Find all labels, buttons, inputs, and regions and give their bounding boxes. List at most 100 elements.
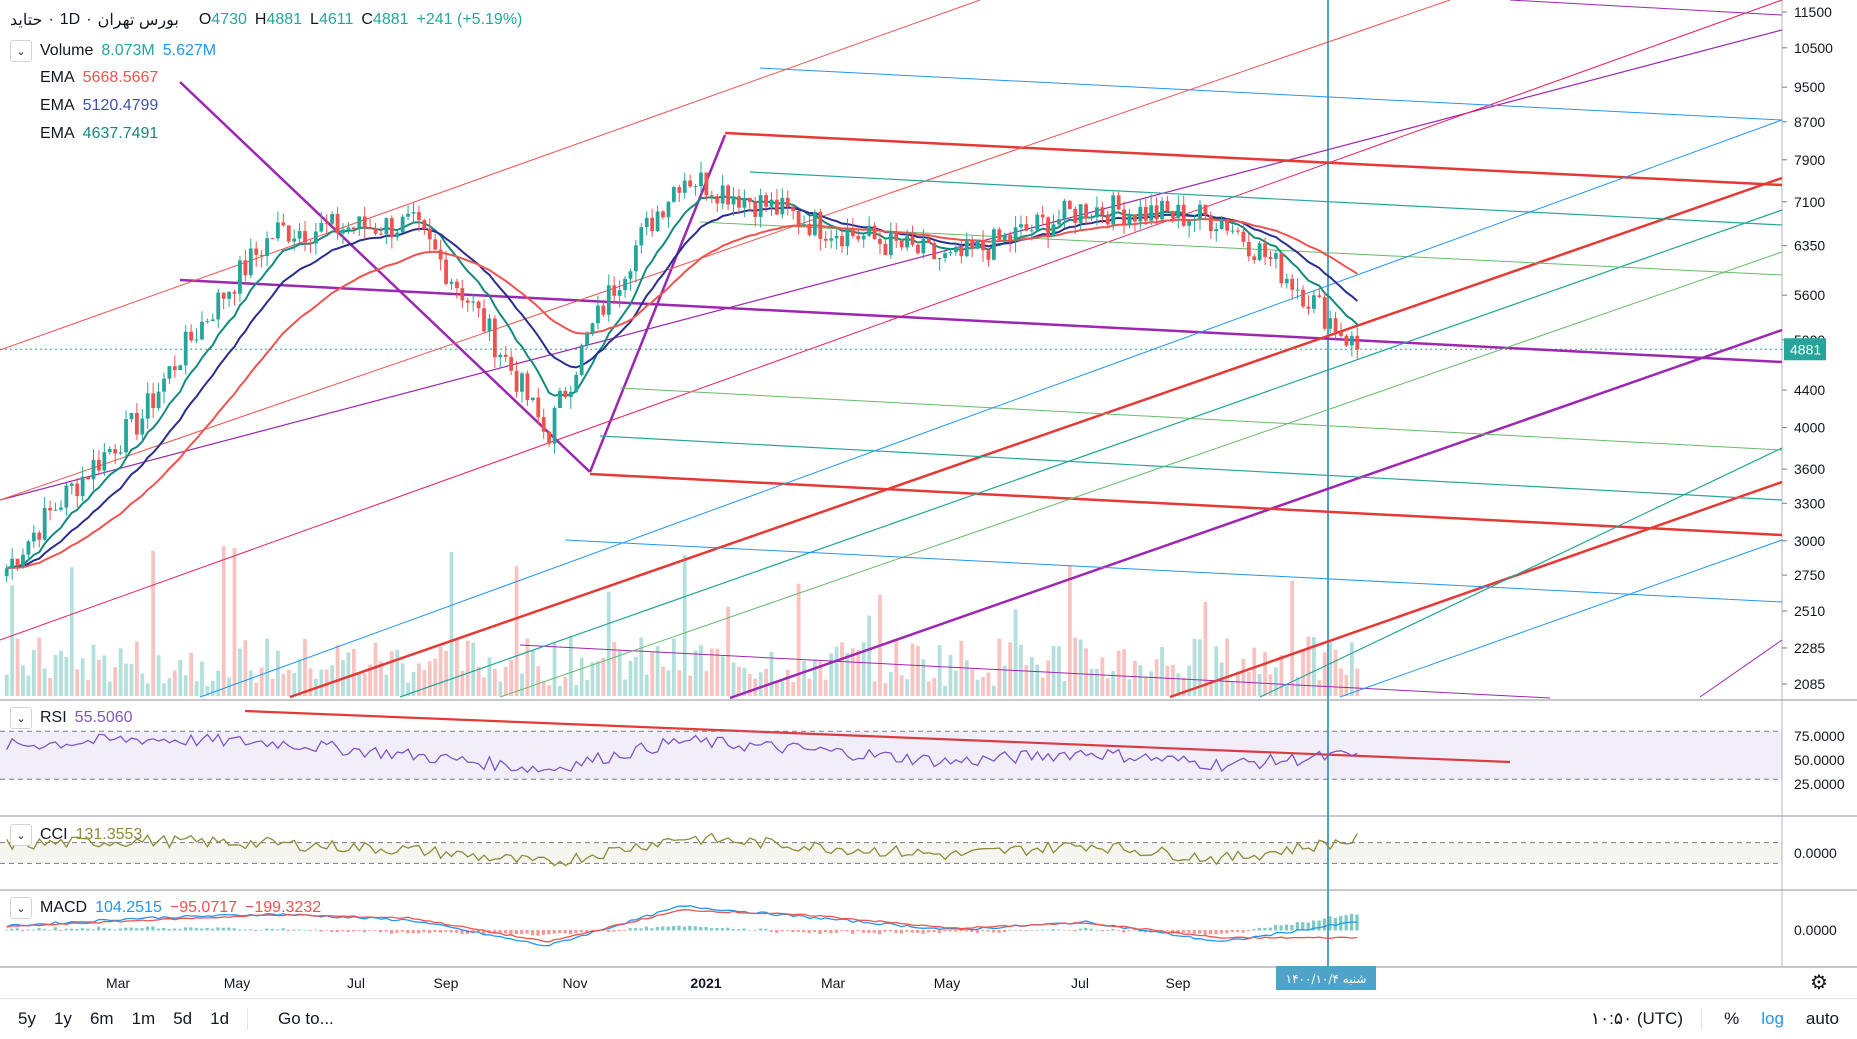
candle-body (1349, 335, 1354, 346)
volume-bar (118, 648, 123, 696)
cci-band (0, 842, 1782, 864)
volume-bar (1073, 637, 1078, 696)
volume-bar (4, 674, 9, 696)
collapse-legend-button[interactable]: ⌄ (10, 40, 32, 62)
volume-bar (585, 680, 589, 696)
volume-bar (574, 684, 579, 696)
ema-short-line (6, 194, 1359, 570)
macd-histogram-bar (693, 926, 697, 931)
candle-body (878, 239, 882, 244)
macd-histogram-bar (1241, 930, 1245, 933)
candle-body (850, 229, 855, 236)
macd-histogram-bar (151, 926, 155, 931)
volume-bar (59, 650, 63, 696)
volume-bar (720, 656, 725, 696)
volume-bar (37, 637, 42, 696)
macd-histogram-bar (948, 930, 952, 932)
rsi-tick-label: 50.0000 (1794, 752, 1845, 768)
volume-bar (270, 678, 275, 696)
candle-body (737, 196, 741, 208)
volume-bar (75, 669, 80, 696)
range-1d-button[interactable]: 1d (210, 1009, 230, 1028)
macd-histogram-bar (547, 930, 551, 935)
macd-histogram-bar (720, 928, 725, 931)
symbol-name[interactable]: حتاید (10, 12, 43, 29)
volume-bar (1165, 665, 1170, 696)
trendline-blue (759, 67, 1783, 121)
macd-histogram-bar (422, 930, 426, 932)
candle-body (21, 554, 25, 566)
timezone-button[interactable]: ۱۰:۵۰ (UTC) (1590, 1009, 1684, 1028)
collapse-cci-button[interactable]: ⌄ (10, 824, 32, 846)
macd-histogram-bar (840, 930, 844, 931)
price-tick-label: 4000 (1794, 420, 1825, 436)
range-1y-button[interactable]: 1y (53, 1009, 72, 1028)
trendline-blue (1339, 539, 1783, 698)
macd-histogram-bar (568, 930, 573, 935)
macd-histogram-bar (850, 930, 855, 934)
candle-body (1035, 214, 1040, 231)
price-tick-label: 3000 (1794, 533, 1825, 549)
candle-body (194, 339, 199, 341)
volume-bar (1057, 646, 1061, 696)
macd-histogram-bar (118, 928, 122, 931)
candle-body (129, 412, 134, 420)
ema3-label: EMA (40, 125, 75, 142)
goto-button[interactable]: Go to... (278, 1009, 334, 1028)
candle-body (69, 483, 74, 486)
settings-gear-icon[interactable]: ⚙ (1810, 972, 1828, 994)
interval[interactable]: 1D (59, 11, 81, 28)
volume-bar (1225, 638, 1230, 696)
macd-histogram-bar (563, 930, 567, 934)
candle-body (1339, 332, 1343, 336)
candle-body (1008, 234, 1013, 241)
candle-body (937, 258, 942, 260)
volume-bar (525, 638, 530, 696)
collapse-macd-button[interactable]: ⌄ (10, 897, 32, 919)
macd-histogram-bar (449, 930, 453, 933)
candle-body (124, 419, 128, 453)
macd-histogram-bar (113, 929, 117, 931)
range-1m-button[interactable]: 1m (131, 1009, 156, 1028)
macd-histogram-bar (1236, 930, 1240, 933)
volume-bar (1067, 565, 1072, 696)
volume-bar (1122, 649, 1126, 696)
range-5y-button[interactable]: 5y (18, 1009, 36, 1028)
volume-bar (921, 659, 926, 696)
candle-body (509, 356, 514, 371)
percent-toggle[interactable]: % (1724, 1009, 1740, 1028)
macd-histogram-bar (248, 929, 253, 931)
auto-toggle[interactable]: auto (1805, 1009, 1839, 1028)
macd-histogram-bar (162, 927, 166, 931)
volume-bar (384, 674, 389, 696)
collapse-rsi-button[interactable]: ⌄ (10, 707, 32, 729)
candle-body (628, 271, 633, 279)
macd-histogram-bar (210, 928, 215, 931)
macd-label: MACD (40, 899, 88, 916)
trendline-teal (399, 209, 1783, 698)
volume-bar (661, 666, 665, 696)
macd-histogram-bar (921, 930, 925, 934)
candle-body (981, 240, 985, 251)
time-tick-label: Nov (563, 975, 588, 991)
range-5d-button[interactable]: 5d (173, 1009, 193, 1028)
macd-histogram-bar (346, 930, 350, 932)
candle-body (1062, 200, 1067, 220)
volume-bar (189, 652, 194, 696)
macd-histogram-bar (514, 930, 518, 935)
volume-bar (140, 673, 145, 696)
candle-body (324, 222, 329, 224)
trendline-drawings[interactable] (0, 0, 1783, 967)
log-toggle[interactable]: log (1761, 1009, 1784, 1028)
candle-body (417, 212, 421, 221)
macd-histogram-bar (671, 926, 676, 931)
macd-histogram-bar (276, 929, 280, 931)
volume-bar (883, 683, 888, 696)
macd-histogram-bar (1279, 925, 1283, 931)
candle-body (547, 431, 552, 444)
range-6m-button[interactable]: 6m (89, 1009, 114, 1028)
candle-body (894, 231, 899, 241)
macd-histogram-bar (970, 930, 974, 933)
macd-value-2: −95.0717 (169, 899, 238, 916)
